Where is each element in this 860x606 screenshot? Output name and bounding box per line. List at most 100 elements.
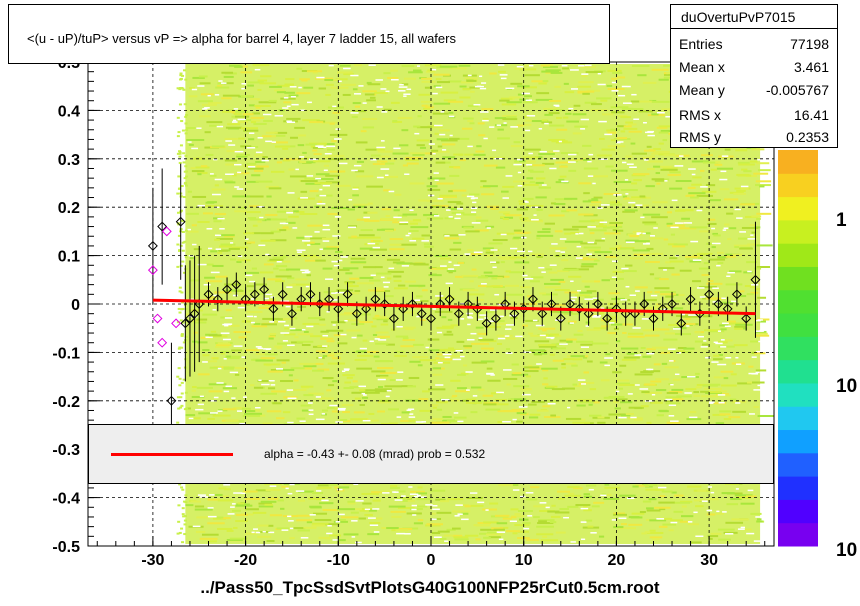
heatmap-gap xyxy=(204,107,210,109)
heatmap-cell xyxy=(186,407,191,410)
heatmap-cell xyxy=(526,538,539,541)
heatmap-gap xyxy=(250,298,256,300)
heatmap-cell xyxy=(179,74,183,77)
heatmap-gap xyxy=(231,503,236,505)
fit-legend: alpha = -0.43 +- 0.08 (mrad) prob = 0.53… xyxy=(88,424,774,484)
heatmap-cell xyxy=(522,101,538,104)
heatmap-cell xyxy=(252,511,267,514)
heatmap-cell xyxy=(420,300,429,303)
heatmap-gap xyxy=(217,410,223,412)
heatmap-cell xyxy=(719,413,731,416)
heatmap-cell xyxy=(421,104,428,107)
heatmap-cell xyxy=(669,257,678,260)
heatmap-cell xyxy=(574,125,588,128)
heatmap-gap xyxy=(225,173,234,175)
profile-point xyxy=(259,284,270,295)
heatmap-cell xyxy=(638,100,653,103)
heatmap-cell xyxy=(753,267,762,270)
heatmap-cell xyxy=(663,154,677,157)
heatmap-cell xyxy=(327,362,346,365)
heatmap-cell xyxy=(490,392,503,395)
heatmap-cell xyxy=(585,321,591,324)
heatmap-cell xyxy=(478,134,486,137)
heatmap-cell xyxy=(404,280,416,283)
heatmap-cell xyxy=(717,528,735,531)
heatmap-cell xyxy=(185,114,189,117)
heatmap-cell xyxy=(500,216,505,219)
heatmap-cell xyxy=(266,195,272,198)
heatmap-cell xyxy=(427,338,440,341)
heatmap-cell xyxy=(566,120,579,123)
heatmap-cell xyxy=(347,225,357,228)
heatmap-cell xyxy=(611,297,625,300)
heatmap-cell xyxy=(562,387,575,390)
heatmap-gap xyxy=(326,311,330,313)
heatmap-cell xyxy=(180,291,184,294)
heatmap-cell xyxy=(294,336,299,339)
heatmap-cell xyxy=(265,131,278,134)
heatmap-cell xyxy=(611,169,628,172)
heatmap-cell xyxy=(372,333,378,336)
heatmap-cell xyxy=(506,383,511,386)
heatmap-gap xyxy=(502,197,509,199)
heatmap-cell xyxy=(263,363,281,366)
heatmap-cell xyxy=(446,420,460,423)
heatmap-cell xyxy=(488,536,501,539)
heatmap-cell xyxy=(456,202,464,205)
heatmap-cell xyxy=(199,82,211,85)
heatmap-cell xyxy=(649,536,663,539)
heatmap-cell xyxy=(416,492,427,495)
heatmap-cell xyxy=(620,523,628,526)
heatmap-cell xyxy=(223,367,234,370)
heatmap-cell xyxy=(664,366,679,369)
heatmap-gap xyxy=(229,371,239,374)
heatmap-cell xyxy=(705,184,716,187)
heatmap-cell xyxy=(536,92,550,95)
heatmap-gap xyxy=(414,132,420,135)
heatmap-cell xyxy=(285,78,295,81)
profile-point xyxy=(481,318,492,329)
profile-point-alt xyxy=(147,265,158,276)
heatmap-gap xyxy=(187,141,192,143)
heatmap-cell xyxy=(266,539,275,542)
heatmap-gap xyxy=(399,221,409,224)
heatmap-cell xyxy=(299,212,318,215)
heatmap-cell xyxy=(720,370,734,373)
heatmap-cell xyxy=(184,122,188,125)
heatmap-cell xyxy=(557,270,569,273)
heatmap-cell xyxy=(689,260,701,263)
heatmap-cell xyxy=(260,500,277,503)
heatmap-cell xyxy=(314,518,332,521)
heatmap-cell xyxy=(669,171,681,174)
heatmap-gap xyxy=(663,269,667,271)
heatmap-cell xyxy=(361,492,379,495)
heatmap-cell xyxy=(561,363,566,366)
heatmap-cell xyxy=(428,349,446,352)
heatmap-cell xyxy=(512,483,519,486)
heatmap-cell xyxy=(615,382,631,385)
heatmap-cell xyxy=(464,77,478,80)
heatmap-cell xyxy=(689,196,699,199)
heatmap-cell xyxy=(599,361,608,364)
heatmap-cell xyxy=(475,150,485,153)
heatmap-cell xyxy=(535,181,544,184)
heatmap-cell xyxy=(394,193,402,196)
heatmap-cell xyxy=(499,99,510,102)
heatmap-cell xyxy=(443,534,454,537)
heatmap-gap xyxy=(231,121,238,123)
heatmap-cell xyxy=(300,254,318,257)
heatmap-gap xyxy=(398,86,408,88)
heatmap-cell xyxy=(261,323,277,326)
heatmap-cell xyxy=(177,407,181,410)
heatmap-gap xyxy=(287,192,295,194)
heatmap-cell xyxy=(486,205,500,208)
heatmap-cell xyxy=(412,153,425,156)
heatmap-gap xyxy=(618,94,626,97)
heatmap-cell xyxy=(405,158,420,161)
heatmap-cell xyxy=(375,266,383,269)
heatmap-gap xyxy=(309,514,316,516)
heatmap-cell xyxy=(176,375,180,378)
heatmap-cell xyxy=(322,377,334,380)
heatmap-gap xyxy=(721,297,726,300)
heatmap-cell xyxy=(586,360,593,363)
